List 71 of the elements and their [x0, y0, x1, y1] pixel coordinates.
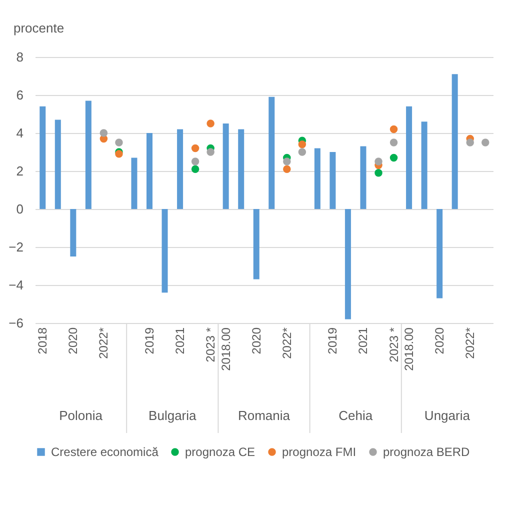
y-axis-title: procente — [14, 20, 64, 36]
bar — [436, 209, 443, 298]
point — [374, 158, 382, 166]
x-tick-label: 2018.00 — [402, 327, 416, 371]
point — [481, 138, 490, 146]
bar — [40, 106, 46, 209]
y-tick-label: 2 — [16, 164, 24, 178]
point — [466, 138, 474, 146]
x-tick-label: 2022* — [463, 327, 478, 359]
x-tick-label: 2019 — [142, 327, 156, 354]
bar — [406, 106, 412, 209]
bar — [268, 96, 275, 209]
y-tick-label: −2 — [8, 240, 24, 254]
y-tick-label: 4 — [16, 126, 24, 140]
y-tick-label: −6 — [8, 316, 24, 330]
point — [283, 165, 291, 173]
point — [390, 154, 398, 162]
point — [298, 148, 306, 156]
bar — [146, 133, 152, 209]
text: Cehia — [338, 408, 374, 423]
x-tick-label: 2018.00 — [218, 327, 233, 371]
legend-label: prognoza BERD — [383, 445, 470, 459]
bar — [421, 122, 428, 209]
bar — [85, 100, 92, 209]
bar — [314, 148, 320, 209]
point — [115, 138, 123, 146]
point — [374, 169, 382, 177]
x-tick-label: 2022* — [96, 327, 111, 359]
x-tick-label: 2022* — [280, 327, 294, 359]
point — [100, 129, 108, 137]
legend-label: prognoza CE — [185, 445, 256, 459]
point — [298, 140, 306, 148]
bar — [222, 124, 229, 209]
point — [191, 158, 200, 166]
text: Bulgaria — [148, 408, 198, 423]
x-tick-label: 2023 * — [386, 327, 401, 362]
bar — [253, 209, 260, 280]
bar — [344, 209, 351, 320]
text: Polonia — [59, 408, 104, 423]
legend-label: prognoza FMI — [282, 445, 356, 459]
point — [390, 138, 398, 146]
bar — [54, 120, 61, 209]
text: Romania — [238, 408, 291, 423]
point — [206, 148, 214, 156]
bar — [330, 152, 336, 209]
x-tick-label: 2021 — [173, 327, 188, 354]
y-tick-label: 8 — [16, 50, 24, 64]
point — [191, 144, 200, 152]
bar — [131, 158, 138, 209]
y-tick-label: 0 — [16, 202, 24, 216]
x-tick-label: 2019 — [326, 327, 340, 354]
point — [283, 158, 291, 166]
x-tick-label: 2021 — [356, 327, 370, 354]
x-tick-label: 2023 * — [204, 327, 218, 362]
x-tick-label: 2018 — [36, 327, 50, 354]
bar — [70, 209, 76, 256]
text: Ungaria — [424, 408, 471, 423]
y-tick-label: 6 — [16, 88, 24, 102]
bar — [238, 129, 244, 209]
bar — [177, 129, 184, 209]
x-tick-label: 2020 — [66, 327, 80, 354]
point — [390, 125, 398, 134]
y-tick-label: −4 — [8, 278, 24, 292]
x-tick-label: 2020 — [249, 327, 264, 354]
legend-label: Crestere economică — [51, 445, 159, 459]
bar — [162, 209, 168, 293]
point — [191, 165, 200, 173]
point — [206, 120, 214, 128]
x-tick-label: 2020 — [432, 327, 447, 354]
bar — [452, 74, 458, 209]
bar — [360, 146, 366, 209]
